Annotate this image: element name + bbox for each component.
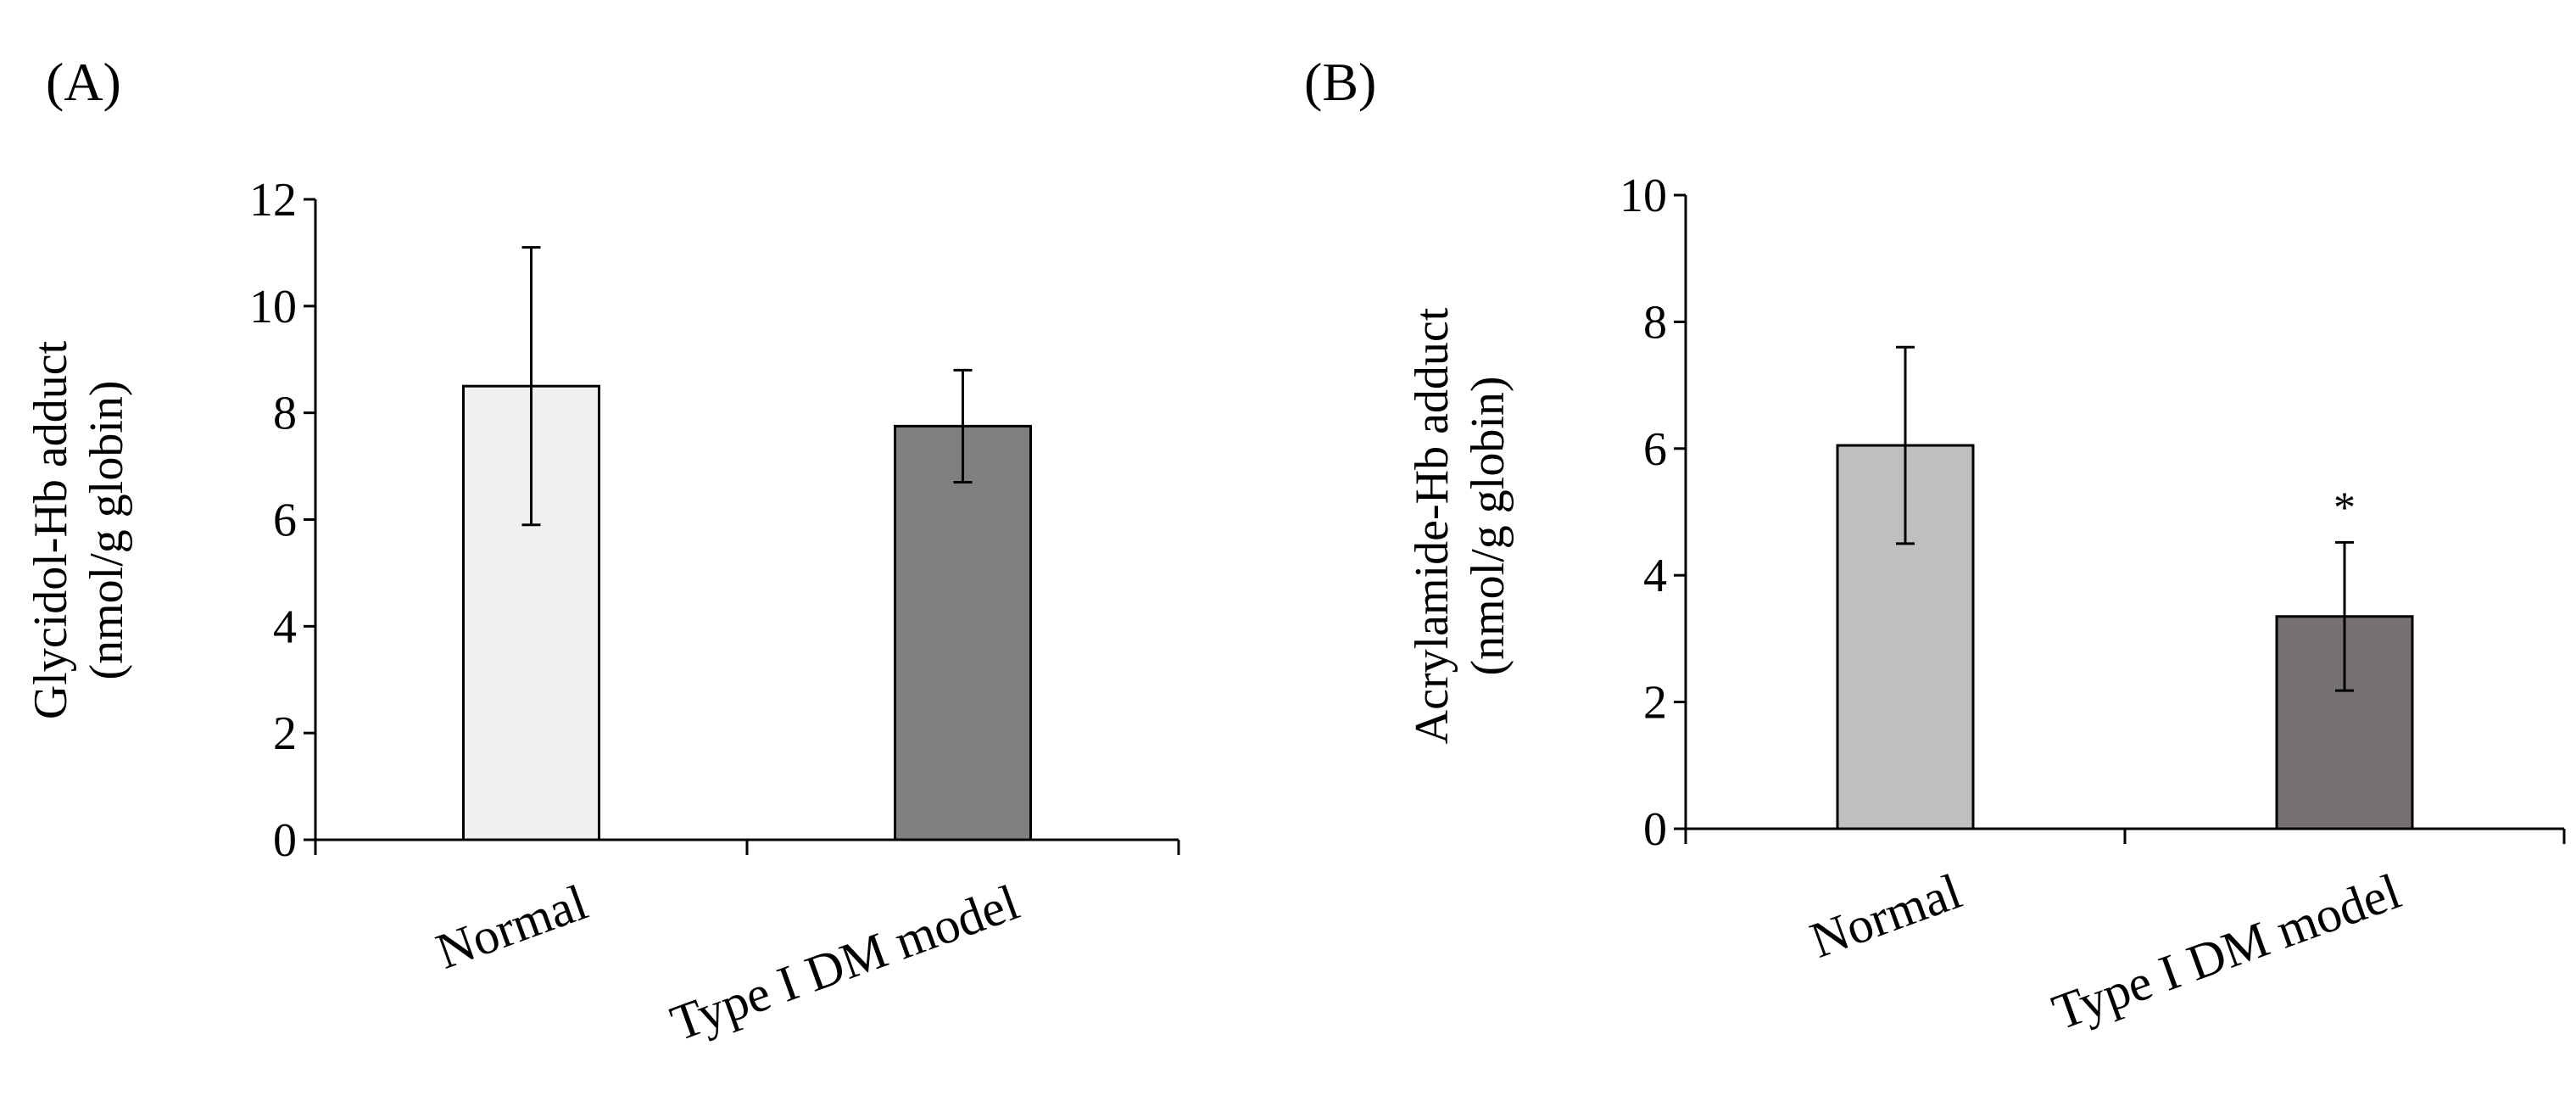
- y-tick-label: 2: [273, 707, 297, 760]
- y-tick-label: 4: [1643, 550, 1667, 602]
- y-axis-unit: (nmol/g globin): [1462, 376, 1514, 675]
- panel-b: (B) Acrylamide-Hb adduct (nmol/g globin)…: [1304, 52, 2566, 1041]
- panel-label: (B): [1304, 52, 1376, 112]
- y-tick-label: 8: [273, 388, 297, 440]
- bar: [894, 424, 1032, 841]
- y-tick-label: 6: [1643, 423, 1667, 476]
- y-tick-label: 8: [1643, 296, 1667, 349]
- y-tick-label: 10: [249, 281, 297, 333]
- y-axis-title: Acrylamide-Hb adduct: [1406, 307, 1458, 744]
- y-tick-label: 10: [1620, 170, 1667, 222]
- x-category-label: Type I DM model: [2045, 863, 2407, 1040]
- y-axis-title: Glycidol-Hb adduct: [25, 340, 77, 719]
- significance-marker: *: [2333, 484, 2356, 532]
- x-category-label: Type I DM model: [664, 874, 1026, 1051]
- y-tick-label: 0: [273, 814, 297, 867]
- x-category-label: Normal: [429, 874, 594, 980]
- chart-marks: 0 2 4 6 8 10 Normal * Type I DM model: [1620, 170, 2566, 1041]
- chart-marks: 0 2 4 6 8 10 12 Normal Type I DM model: [249, 174, 1180, 1052]
- y-tick-label: 2: [1643, 677, 1667, 729]
- y-axis-title-group: Acrylamide-Hb adduct (nmol/g globin): [1406, 307, 1514, 744]
- y-tick-label: 0: [1643, 803, 1667, 856]
- y-axis-title-group: Glycidol-Hb adduct (nmol/g globin): [25, 340, 133, 719]
- y-tick-label: 4: [273, 601, 297, 653]
- x-category-label: Normal: [1804, 863, 1969, 969]
- y-tick-label: 6: [273, 495, 297, 547]
- y-tick-label: 12: [249, 174, 297, 226]
- y-axis-unit: (nmol/g globin): [81, 380, 133, 679]
- panel-label: (A): [46, 52, 121, 112]
- panel-a: (A) Glycidol-Hb adduct (nmol/g globin) 0…: [25, 52, 1180, 1052]
